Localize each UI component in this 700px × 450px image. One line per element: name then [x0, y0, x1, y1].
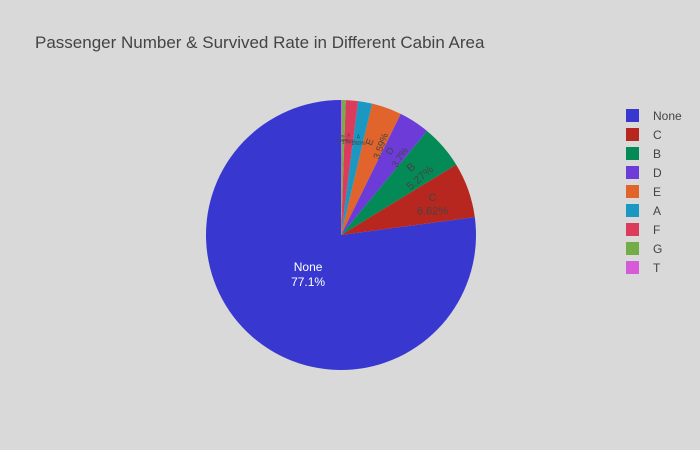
legend-swatch [626, 128, 639, 141]
pie-label-g: G 0.449% [337, 134, 349, 142]
legend-swatch [626, 147, 639, 160]
legend-swatch [626, 261, 639, 274]
pie-slice-d[interactable] [341, 113, 428, 235]
legend-swatch [626, 166, 639, 179]
legend-label: E [653, 184, 662, 199]
legend-item-c[interactable]: C [626, 125, 682, 144]
pie-label-a: A 1.68% [351, 135, 366, 147]
legend-item-f[interactable]: F [626, 220, 682, 239]
legend-item-a[interactable]: A [626, 201, 682, 220]
pie-slices [205, 100, 476, 370]
legend-swatch [626, 242, 639, 255]
pie-label-f: F 1.46% [342, 133, 357, 145]
pie-slice-f[interactable] [341, 100, 359, 235]
pie-label-t: T 0.112% [336, 134, 348, 142]
pie-slice-e[interactable] [341, 103, 401, 235]
legend-label: G [653, 241, 663, 256]
legend-item-e[interactable]: E [626, 182, 682, 201]
pie-label-none: None 77.1% [291, 260, 325, 289]
pie-slice-b[interactable] [341, 130, 457, 235]
pie-slice-t[interactable] [341, 100, 342, 235]
legend-item-d[interactable]: D [626, 163, 682, 182]
legend-label: D [653, 165, 662, 180]
pie-slice-c[interactable] [341, 164, 475, 235]
legend-item-none[interactable]: None [626, 106, 682, 125]
legend-label: None [653, 108, 682, 123]
legend-swatch [626, 109, 639, 122]
pie-label-c: C 6.62% [417, 192, 448, 218]
legend-swatch [626, 223, 639, 236]
chart-title: Passenger Number & Survived Rate in Diff… [35, 33, 485, 52]
legend-label: F [653, 222, 661, 237]
legend-swatch [626, 185, 639, 198]
pie-slice-g[interactable] [341, 100, 346, 235]
legend-label: C [653, 127, 662, 142]
pie-slice-a[interactable] [341, 101, 373, 235]
legend-item-t[interactable]: T [626, 258, 682, 277]
legend-label: T [653, 260, 661, 275]
legend-label: B [653, 146, 662, 161]
legend: None C B D E A F G T [626, 106, 682, 277]
legend-item-g[interactable]: G [626, 239, 682, 258]
legend-swatch [626, 204, 639, 217]
legend-label: A [653, 203, 662, 218]
legend-item-b[interactable]: B [626, 144, 682, 163]
